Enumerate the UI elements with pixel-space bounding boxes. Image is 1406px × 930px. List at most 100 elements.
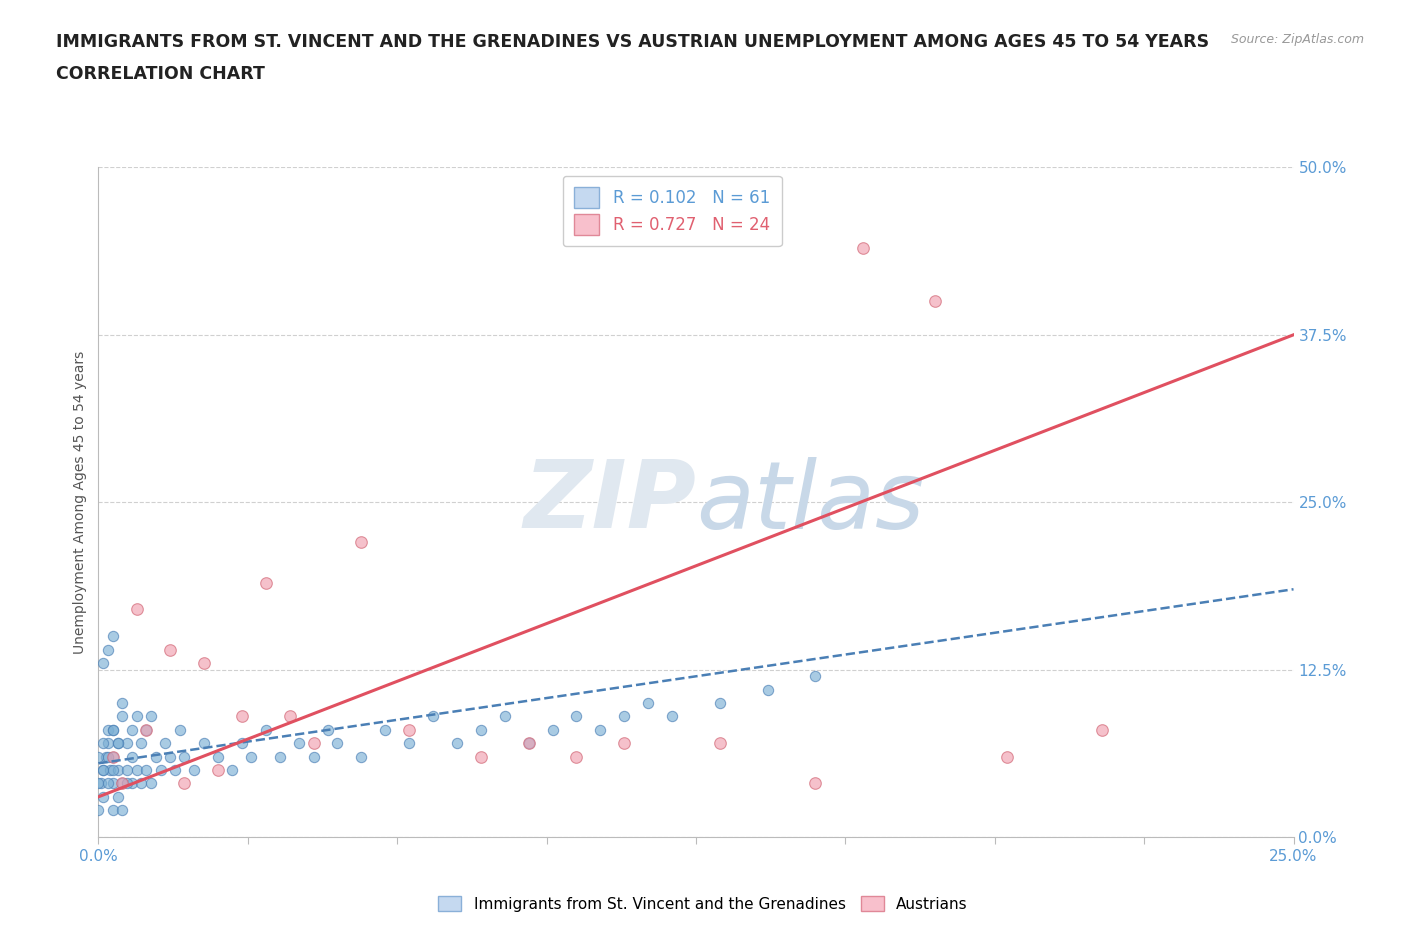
Point: [125, 602, 148, 617]
Point: [709, 696, 731, 711]
Point: [207, 750, 229, 764]
Point: [398, 736, 420, 751]
Point: [87, 803, 110, 817]
Point: [231, 709, 253, 724]
Point: [139, 776, 162, 790]
Point: [709, 736, 731, 751]
Point: [101, 750, 124, 764]
Point: [494, 709, 516, 724]
Point: [852, 240, 875, 255]
Point: [565, 750, 588, 764]
Point: [131, 736, 153, 751]
Point: [101, 723, 124, 737]
Point: [173, 776, 195, 790]
Point: [91, 763, 114, 777]
Point: [316, 723, 339, 737]
Point: [98, 763, 122, 777]
Point: [374, 723, 396, 737]
Point: [155, 736, 177, 751]
Point: [254, 723, 277, 737]
Point: [221, 763, 243, 777]
Point: [101, 803, 124, 817]
Point: [145, 750, 167, 764]
Point: [470, 723, 492, 737]
Point: [111, 696, 134, 711]
Point: [121, 750, 143, 764]
Point: [446, 736, 468, 751]
Point: [517, 736, 540, 751]
Point: [924, 294, 946, 309]
Point: [87, 776, 110, 790]
Point: [163, 763, 186, 777]
Point: [111, 776, 134, 790]
Point: [91, 763, 114, 777]
Y-axis label: Unemployment Among Ages 45 to 54 years: Unemployment Among Ages 45 to 54 years: [73, 351, 87, 654]
Point: [97, 723, 120, 737]
Point: [107, 736, 129, 751]
Point: [231, 736, 253, 751]
Point: [97, 750, 120, 764]
Text: atlas: atlas: [696, 457, 924, 548]
Point: [107, 736, 129, 751]
Point: [101, 763, 124, 777]
Point: [135, 723, 157, 737]
Point: [470, 750, 492, 764]
Point: [326, 736, 349, 751]
Point: [589, 723, 612, 737]
Point: [288, 736, 311, 751]
Point: [90, 776, 112, 790]
Point: [804, 776, 827, 790]
Legend: Immigrants from St. Vincent and the Grenadines, Austrians: Immigrants from St. Vincent and the Gren…: [432, 889, 974, 918]
Point: [207, 763, 229, 777]
Point: [193, 736, 215, 751]
Point: [135, 763, 157, 777]
Point: [115, 776, 138, 790]
Point: [613, 709, 636, 724]
Point: [159, 642, 181, 657]
Point: [107, 790, 129, 804]
Point: [254, 575, 277, 590]
Point: [278, 709, 301, 724]
Point: [115, 763, 138, 777]
Point: [565, 709, 588, 724]
Point: [422, 709, 444, 724]
Point: [169, 723, 191, 737]
Point: [139, 709, 162, 724]
Point: [541, 723, 564, 737]
Point: [94, 750, 117, 764]
Point: [121, 776, 143, 790]
Point: [240, 750, 263, 764]
Point: [756, 683, 779, 698]
Point: [398, 723, 420, 737]
Point: [193, 656, 215, 671]
Point: [661, 709, 683, 724]
Point: [111, 776, 134, 790]
Point: [350, 750, 373, 764]
Text: CORRELATION CHART: CORRELATION CHART: [56, 65, 266, 83]
Point: [101, 776, 124, 790]
Point: [111, 709, 134, 724]
Point: [91, 736, 114, 751]
Text: ZIP: ZIP: [523, 457, 696, 548]
Point: [125, 709, 148, 724]
Point: [173, 750, 195, 764]
Point: [135, 723, 157, 737]
Point: [111, 803, 134, 817]
Point: [125, 763, 148, 777]
Point: [1091, 723, 1114, 737]
Point: [97, 776, 120, 790]
Point: [121, 723, 143, 737]
Point: [101, 629, 124, 644]
Point: [613, 736, 636, 751]
Point: [101, 750, 124, 764]
Point: [97, 736, 120, 751]
Point: [97, 642, 120, 657]
Text: IMMIGRANTS FROM ST. VINCENT AND THE GRENADINES VS AUSTRIAN UNEMPLOYMENT AMONG AG: IMMIGRANTS FROM ST. VINCENT AND THE GREN…: [56, 33, 1209, 50]
Point: [101, 723, 124, 737]
Point: [637, 696, 659, 711]
Point: [804, 669, 827, 684]
Point: [91, 790, 114, 804]
Point: [995, 750, 1018, 764]
Point: [269, 750, 291, 764]
Point: [302, 750, 325, 764]
